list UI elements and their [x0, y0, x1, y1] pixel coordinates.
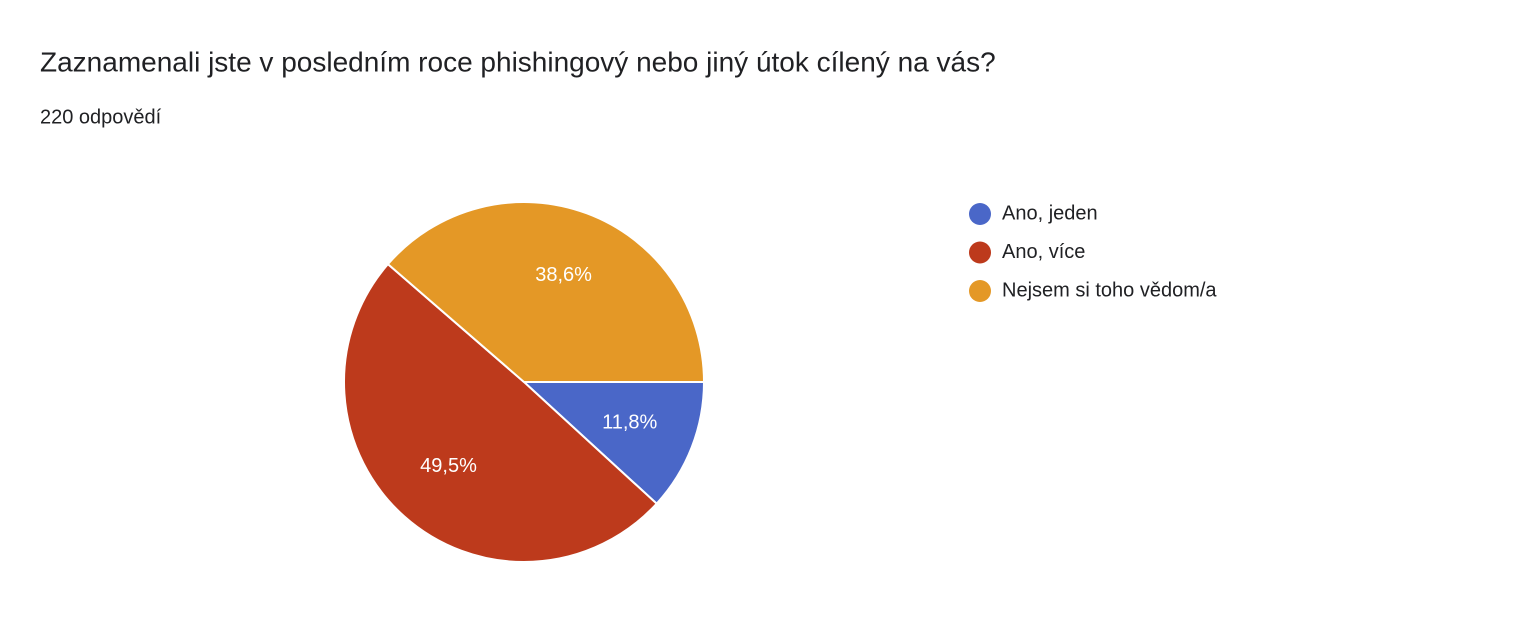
slice-label: 49,5% — [420, 455, 477, 477]
chart-subtitle: 220 odpovědí — [40, 106, 162, 128]
slice-label: 38,6% — [535, 264, 592, 286]
legend-marker — [969, 241, 991, 264]
legend-marker — [969, 203, 991, 225]
legend-label: Ano, jeden — [1002, 202, 1098, 224]
legend-marker — [969, 280, 991, 302]
legend-label: Nejsem si toho vědom/a — [1002, 279, 1217, 301]
pie-slice — [521, 381, 706, 506]
chart-title: Zaznamenali jste v posledním roce phishi… — [40, 46, 996, 77]
slice-label: 11,8% — [602, 411, 657, 433]
pie-slice — [386, 201, 706, 383]
pie-slice — [343, 262, 659, 563]
legend-label: Ano, více — [1002, 241, 1085, 263]
